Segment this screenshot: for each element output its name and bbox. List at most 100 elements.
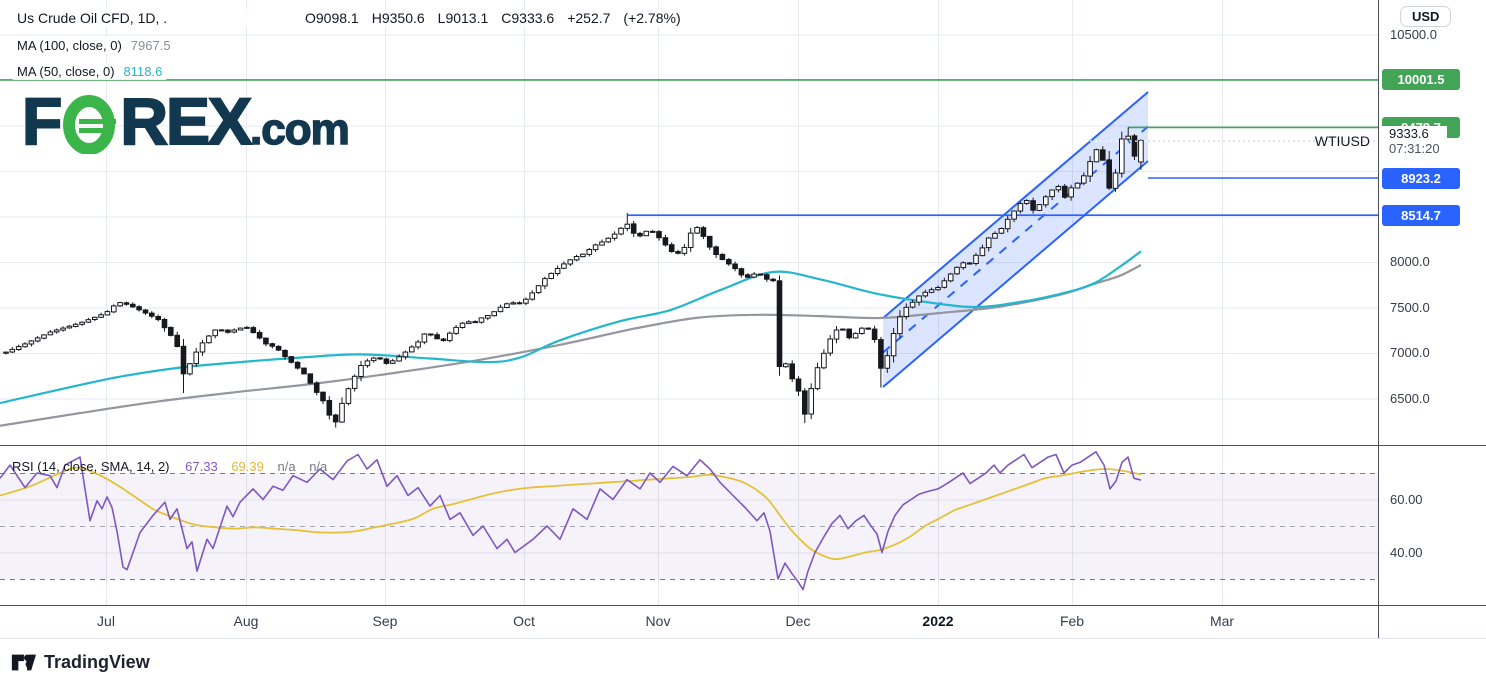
candle-body — [313, 382, 320, 393]
candle-body — [155, 316, 161, 321]
rsi-sma-line — [0, 466, 1142, 561]
candle-body — [497, 306, 504, 313]
candle-body — [130, 303, 136, 308]
candle-body — [865, 327, 872, 330]
ma50-legend[interactable]: MA (50, close, 0) 8118.6 — [12, 63, 168, 80]
candle-body — [1119, 138, 1125, 174]
candle-body — [282, 349, 288, 357]
price-tick-label: 10500.0 — [1390, 26, 1437, 42]
candle-body — [884, 355, 891, 369]
candle-body — [827, 338, 834, 354]
price-tick-label: 7000.0 — [1390, 345, 1430, 360]
candle-body — [928, 289, 935, 293]
candle-body — [275, 345, 282, 351]
candle-body — [795, 378, 802, 392]
candle-body — [1074, 182, 1081, 189]
candle-body — [1138, 140, 1144, 163]
candle-body — [358, 365, 364, 377]
candle-body — [161, 319, 168, 329]
price-level-badge: 8514.7 — [1382, 204, 1460, 226]
current-price-value: 9333.6 — [1389, 125, 1429, 141]
candle-body — [1093, 149, 1100, 163]
ma100-legend[interactable]: MA (100, close, 0) 7967.5 — [12, 37, 176, 54]
candle-body — [237, 327, 244, 331]
candle-body — [890, 333, 897, 357]
candle-body — [269, 343, 276, 347]
candle-body — [453, 326, 459, 334]
ma50-line — [0, 250, 1142, 405]
rsi-legend[interactable]: RSI (14, close, SMA, 14, 2) 67.33 69.39 … — [12, 459, 327, 474]
candle-body — [244, 326, 250, 329]
forex-logo-com: .com — [249, 105, 350, 154]
candle-body — [168, 326, 174, 336]
candle-body — [402, 351, 409, 358]
candle-body — [662, 237, 669, 246]
chart-canvas[interactable] — [0, 0, 1378, 605]
rsi-sma-value: 69.39 — [231, 459, 264, 474]
candle-body — [307, 373, 314, 384]
candle-body — [174, 334, 180, 347]
candle-body — [764, 274, 770, 280]
tradingview-attribution[interactable]: TradingView — [10, 649, 150, 675]
forex-logo-f: F — [21, 84, 63, 158]
candle-body — [339, 402, 345, 423]
candle-body — [212, 329, 218, 337]
candle-body — [573, 256, 580, 261]
ohlc-change-pct: (+2.78%) — [623, 10, 681, 26]
time-axis-divider — [0, 605, 1486, 606]
candle-body — [111, 305, 117, 313]
candle-body — [706, 235, 713, 248]
candle-body — [491, 311, 497, 317]
candle-body — [231, 329, 237, 333]
rsi-lower-na: n/a — [309, 459, 328, 474]
rsi-upper-na: n/a — [277, 459, 296, 474]
candle-body — [554, 268, 561, 274]
candle-body — [523, 298, 529, 304]
ma100-value: 7967.5 — [130, 38, 171, 53]
candle-body — [66, 325, 73, 329]
rsi-tick-label: 60.00 — [1390, 491, 1423, 507]
candle-body — [123, 302, 130, 305]
candle-body — [878, 339, 884, 369]
forex-logo-rex: REX — [119, 84, 253, 158]
candle-body — [9, 348, 16, 353]
candle-body — [1087, 161, 1093, 177]
ma100-label: MA (100, close, 0) — [17, 38, 122, 53]
candle-body — [770, 278, 776, 282]
candle-body — [700, 227, 707, 237]
time-axis-label: Oct — [513, 613, 535, 629]
tradingview-wordmark: TradingView — [44, 651, 150, 672]
candle-body — [510, 302, 516, 305]
time-axis-label: Aug — [233, 613, 259, 629]
currency-toggle-button[interactable]: USD — [1400, 6, 1452, 27]
time-axis[interactable]: Jul Aug Sep Oct Nov Dec 2022 Feb Mar — [0, 606, 1378, 638]
symbol-title: Us Crude Oil CFD, 1D, . — [17, 10, 168, 26]
candle-body — [954, 266, 960, 275]
time-axis-label: 2022 — [922, 613, 954, 629]
pane-divider[interactable] — [0, 445, 1486, 446]
candle-body — [1049, 189, 1055, 198]
candle-body — [364, 360, 371, 367]
candle-body — [542, 278, 548, 287]
candle-body — [320, 391, 326, 402]
candle-body — [1100, 149, 1106, 161]
candle-body — [992, 232, 998, 239]
candle-body — [852, 332, 859, 339]
candle-body — [117, 302, 123, 307]
candle-body — [599, 241, 605, 246]
candle-body — [47, 331, 54, 336]
candle-body — [687, 232, 694, 249]
symbol-legend[interactable]: Us Crude Oil CFD, 1D, . O9098.1 H9350.6 … — [12, 9, 699, 27]
ohlc-low: L9013.1 — [437, 10, 489, 26]
candlesticks — [3, 127, 1144, 428]
forex-logo-o-icon — [63, 95, 117, 154]
candle-body — [485, 315, 491, 319]
candle-body — [605, 237, 612, 243]
candle-body — [1125, 135, 1132, 140]
tradingview-logo-icon[interactable] — [10, 649, 36, 675]
candle-body — [903, 306, 910, 317]
price-axis[interactable]: USD 9333.6 07:31:20 10500.0 8000.0 7500.0 7… — [1379, 0, 1486, 605]
instrument-label: WTIUSD — [1314, 133, 1370, 149]
candle-body — [998, 228, 1005, 234]
